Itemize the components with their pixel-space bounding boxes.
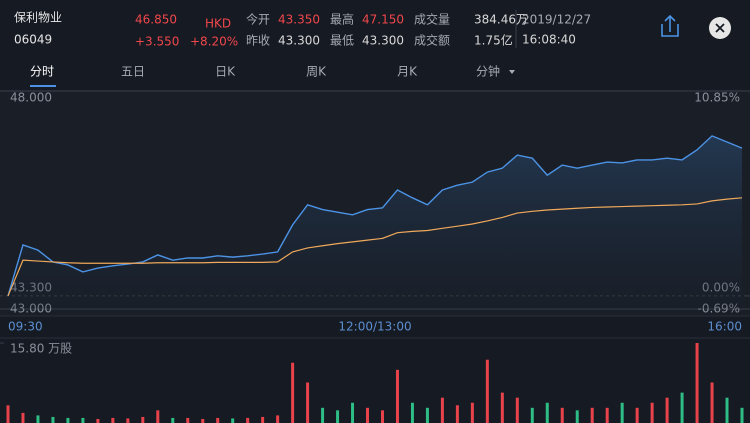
volume-bar (515, 397, 519, 423)
stat-value: 43.350 (278, 13, 320, 27)
volume-bar (620, 402, 624, 423)
time: 16:08:40 (522, 33, 576, 47)
volume-bar (395, 369, 399, 423)
price-area (8, 135, 742, 309)
stat-label: 昨收 (246, 34, 270, 48)
change: +3.550 (135, 35, 179, 49)
stat-value: 47.150 (362, 13, 404, 27)
y2-tick-label: 10.85% (694, 91, 740, 105)
stat-label: 最低 (330, 34, 354, 48)
stat-label: 成交额 (414, 33, 450, 48)
volume-bar (126, 418, 130, 423)
volume-bar (635, 407, 639, 423)
stat-label: 成交量 (414, 12, 450, 27)
volume-bar (246, 417, 250, 423)
volume-bar (680, 392, 684, 423)
currency: HKD (205, 17, 231, 31)
volume-bar (291, 362, 295, 423)
date: 2019/12/27 (522, 13, 591, 27)
volume-bar (605, 407, 609, 423)
average-line (7, 197, 743, 297)
volume-bar (485, 359, 489, 423)
tab[interactable]: 日K (215, 65, 236, 79)
volume-bar (366, 407, 370, 423)
volume-bar (710, 382, 714, 423)
stat-value: 1.75亿 (474, 33, 513, 48)
volume-bar (590, 407, 594, 423)
volume-bar (530, 407, 534, 423)
close-button[interactable] (709, 17, 731, 39)
volume-bar (96, 418, 100, 423)
volume-bar (351, 402, 355, 423)
volume-bar (306, 382, 310, 423)
volume-bar (665, 397, 669, 423)
volume-bar (6, 405, 10, 423)
volume-bar (186, 417, 190, 423)
volume-bar (740, 407, 744, 423)
dropdown-arrow (509, 70, 515, 74)
stock-name: 保利物业 (14, 11, 62, 25)
volume-bar (66, 417, 70, 423)
stat-value: 43.300 (362, 34, 404, 48)
stat-label: 最高 (330, 12, 354, 27)
stat-value: 384.46万 (474, 13, 528, 27)
volume-bar (470, 402, 474, 423)
tab[interactable]: 五日 (121, 65, 145, 79)
x-tick-label: 09:30 (8, 320, 43, 334)
x-tick-label: 16:00 (707, 320, 742, 334)
volume-bar (650, 402, 654, 423)
volume-bar (216, 417, 220, 423)
volume-bar (276, 415, 280, 423)
price: 46.850 (135, 13, 177, 27)
x-tick-label: 12:00/13:00 (338, 320, 411, 334)
volume-bar (261, 416, 265, 423)
volume-bar (81, 417, 85, 423)
volume-bar (321, 407, 325, 423)
volume-bar (455, 405, 459, 423)
volume-bar (111, 417, 115, 423)
y-tick-label: 48.000 (10, 91, 52, 105)
tab[interactable]: 周K (306, 65, 327, 79)
share-button[interactable] (661, 14, 679, 37)
change-pct: +8.20% (190, 35, 238, 49)
volume-bar (336, 410, 340, 423)
tab[interactable]: 月K (397, 65, 418, 79)
volume-bar (410, 402, 414, 423)
volume-bar (21, 412, 25, 423)
volume-bar (725, 397, 729, 423)
volume-bar (695, 343, 699, 423)
volume-bar (51, 416, 55, 423)
volume-bar (231, 418, 235, 423)
tab[interactable]: 分时 (30, 65, 54, 79)
volume-bar (380, 410, 384, 423)
volume-bar (141, 416, 145, 423)
volume-bar (500, 392, 504, 423)
tab[interactable]: 分钟 (476, 64, 500, 79)
volume-bar (440, 397, 444, 423)
stat-value: 43.300 (278, 34, 320, 48)
volume-bar (425, 407, 429, 423)
y-tick-label: 15.80 万股 (10, 342, 72, 356)
volume-bar (560, 407, 564, 423)
volume-bar (36, 415, 40, 423)
volume-bar (156, 410, 160, 423)
stat-label: 今开 (246, 12, 270, 27)
volume-bar (575, 410, 579, 423)
volume-bar (171, 417, 175, 423)
volume-bar (545, 402, 549, 423)
stock-code: 06049 (14, 33, 52, 47)
volume-bar (201, 418, 205, 423)
